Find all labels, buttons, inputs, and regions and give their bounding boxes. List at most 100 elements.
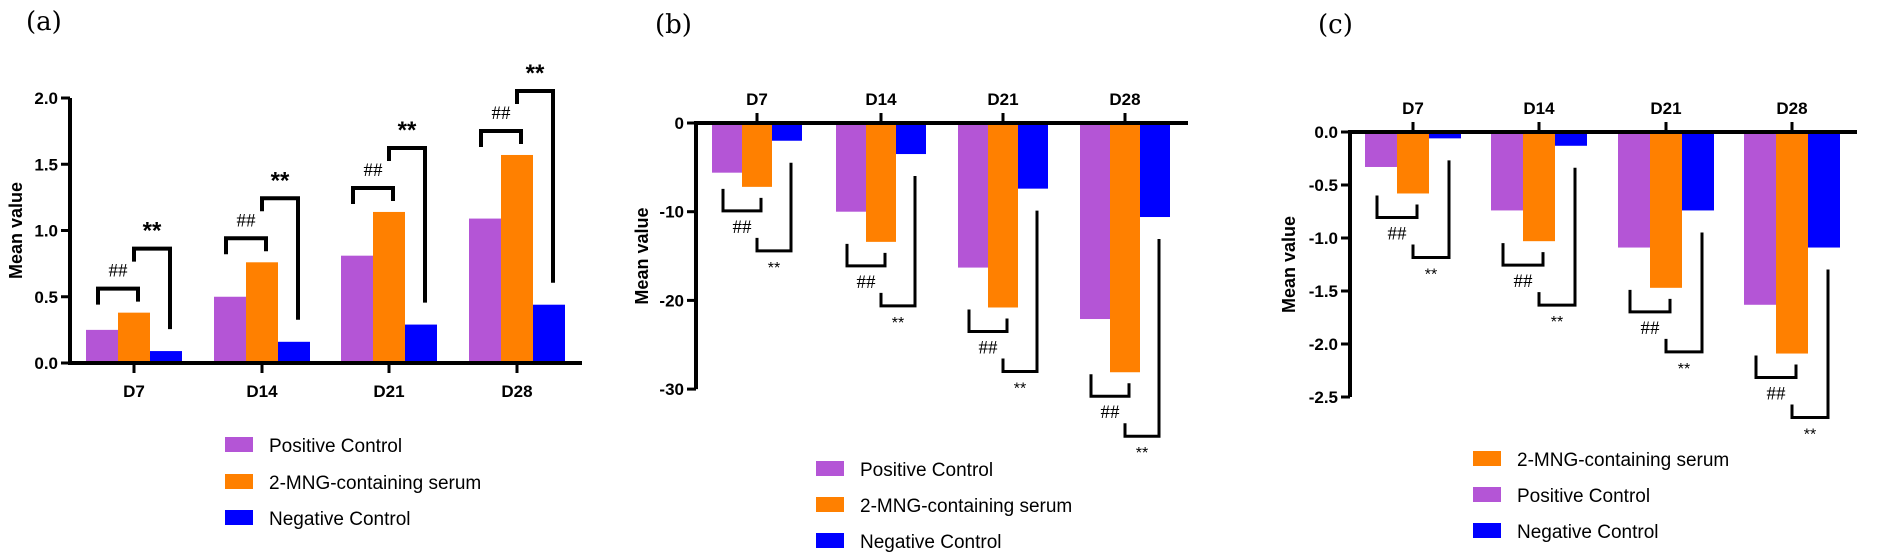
- significance-bracket-vs-negative: [515, 88, 555, 283]
- y-tick-label: 2.0: [34, 89, 58, 108]
- legend-item: Negative Control: [816, 532, 1002, 552]
- significance-mark-stars: **: [1804, 427, 1816, 444]
- significance-mark-stars: **: [1551, 314, 1563, 331]
- y-axis-title: Mean value: [6, 182, 26, 279]
- x-tick-label: D28: [501, 382, 532, 401]
- legend: Positive Control 2-MNG-containing serum Ne…: [225, 436, 481, 530]
- legend-item: 2-MNG-containing serum: [816, 496, 1072, 517]
- bar-negative-control-d28: [533, 304, 565, 363]
- legend: Positive Control 2-MNG-containing serum Ne…: [816, 460, 1072, 552]
- significance-bracket-vs-negative: [1537, 167, 1577, 307]
- x-tick-label: D14: [1523, 99, 1555, 118]
- bar-positive-control-d21: [1618, 132, 1650, 248]
- significance-mark-hash: ##: [1388, 223, 1408, 244]
- bar-2-mng-containing-serum-d14: [246, 262, 278, 363]
- y-tick-label: -2.0: [1309, 335, 1338, 354]
- significance-mark-stars: **: [398, 117, 417, 144]
- legend-label: 2-MNG-containing serum: [269, 473, 481, 494]
- x-tick-label: D7: [746, 90, 768, 109]
- significance-bracket-vs-negative: [260, 196, 300, 320]
- bar-positive-control-d21: [958, 123, 988, 268]
- significance-mark-stars: **: [143, 218, 162, 245]
- legend-item: Positive Control: [225, 436, 402, 457]
- legend-label: Negative Control: [1517, 522, 1659, 543]
- y-tick-label: 1.5: [34, 155, 58, 174]
- bar-2-mng-containing-serum-d28: [1110, 123, 1140, 373]
- bar-2-mng-containing-serum-d21: [988, 123, 1018, 308]
- significance-bracket-vs-negative: [755, 162, 793, 253]
- significance-bracket-vs-negative: [879, 176, 917, 308]
- bar-negative-control-d21: [1018, 123, 1048, 189]
- panel-label: (c): [1318, 10, 1353, 40]
- bar-negative-control-d28: [1140, 123, 1170, 218]
- bar-2-mng-containing-serum-d7: [1397, 132, 1429, 194]
- significance-mark-stars: **: [1014, 380, 1026, 397]
- legend-label: 2-MNG-containing serum: [860, 496, 1072, 517]
- legend-swatch: [816, 533, 844, 548]
- significance-mark-hash: ##: [979, 337, 999, 358]
- y-axis-title: Mean value: [1279, 216, 1299, 313]
- legend-item: Negative Control: [1473, 522, 1659, 543]
- legend-item: Positive Control: [1473, 486, 1650, 507]
- significance-mark-hash: ##: [1767, 384, 1787, 405]
- bar-2-mng-containing-serum-d14: [866, 123, 896, 242]
- x-tick-label: D28: [1776, 99, 1807, 118]
- significance-bracket-vs-negative: [132, 246, 172, 330]
- significance-mark-stars: **: [271, 167, 290, 194]
- chart-panel-c: (c) 0.0 -0.5 -1.0 -1.5 -2.0 -2.5 Mean value D7 ##…: [1279, 10, 1857, 543]
- y-tick-label: -2.5: [1309, 388, 1338, 407]
- y-tick-label: -1.5: [1309, 282, 1338, 301]
- bar-2-mng-containing-serum-d7: [742, 123, 772, 187]
- x-tick-label: D28: [1109, 90, 1140, 109]
- legend-swatch: [225, 510, 253, 525]
- y-axis-title: Mean value: [632, 208, 652, 305]
- bar-2-mng-containing-serum-d21: [1650, 132, 1682, 288]
- bar-negative-control-d7: [1429, 132, 1461, 139]
- significance-mark-hash: ##: [733, 217, 753, 238]
- bar-negative-control-d28: [1808, 132, 1840, 248]
- legend-swatch: [816, 461, 844, 476]
- legend-label: Positive Control: [860, 460, 993, 481]
- x-tick-label: D21: [373, 382, 404, 401]
- significance-mark-stars: **: [526, 60, 545, 87]
- significance-mark-hash: ##: [109, 261, 129, 282]
- y-tick-label: -10: [659, 203, 684, 222]
- significance-bracket-vs-negative: [1123, 239, 1161, 438]
- bar-positive-control-d28: [1080, 123, 1110, 320]
- y-tick-label: -0.5: [1309, 176, 1338, 195]
- significance-mark-hash: ##: [1641, 318, 1661, 339]
- significance-mark-stars: **: [1425, 266, 1437, 283]
- legend-swatch: [225, 437, 253, 452]
- bar-negative-control-d7: [150, 351, 182, 363]
- legend-item: Positive Control: [816, 460, 993, 481]
- significance-bracket-vs-negative: [1664, 232, 1704, 354]
- significance-bracket-vs-negative: [387, 145, 427, 303]
- bar-positive-control-d21: [341, 255, 373, 363]
- significance-bracket-vs-positive: [96, 286, 140, 305]
- legend-swatch: [1473, 523, 1501, 538]
- y-tick-label: -20: [659, 291, 684, 310]
- significance-bracket-vs-positive: [845, 243, 887, 268]
- significance-mark-hash: ##: [1514, 271, 1534, 292]
- bar-2-mng-containing-serum-d7: [118, 312, 150, 363]
- bar-negative-control-d21: [1682, 132, 1714, 211]
- panel-label: (b): [655, 10, 692, 40]
- y-tick-label: 0.0: [1314, 123, 1338, 142]
- legend-swatch: [1473, 451, 1501, 466]
- significance-mark-stars: **: [1678, 361, 1690, 378]
- significance-bracket-vs-positive: [479, 128, 523, 147]
- y-tick-label: -1.0: [1309, 229, 1338, 248]
- significance-mark-hash: ##: [364, 160, 384, 181]
- x-tick-label: D14: [865, 90, 897, 109]
- bar-positive-control-d28: [469, 218, 501, 363]
- bar-negative-control-d21: [405, 324, 437, 363]
- x-tick-label: D7: [1402, 99, 1424, 118]
- significance-mark-stars: **: [1136, 445, 1148, 462]
- significance-bracket-vs-positive: [1628, 289, 1672, 314]
- significance-mark-hash: ##: [492, 103, 512, 124]
- y-tick-label: 0.0: [34, 354, 58, 373]
- legend-label: 2-MNG-containing serum: [1517, 450, 1729, 471]
- significance-bracket-vs-negative: [1001, 210, 1039, 373]
- significance-mark-stars: **: [892, 315, 904, 332]
